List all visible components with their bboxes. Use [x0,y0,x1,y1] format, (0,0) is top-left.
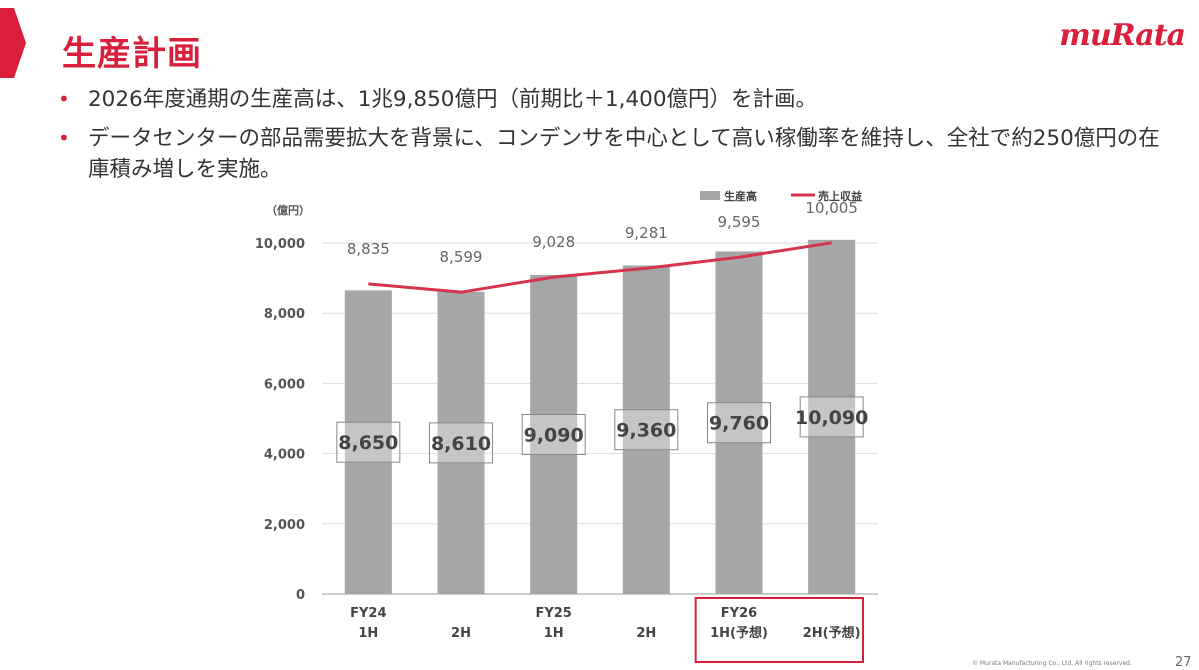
x-tick-label: 1H [544,626,564,641]
line-value-label: 9,028 [532,233,575,251]
bullet-text: 2026年度通期の生産高は、1兆9,850億円（前期比＋1,400億円）を計画。 [88,87,817,112]
bar-value-box [799,396,864,438]
x-tick-label: 2H [636,626,656,641]
line-value-label: 9,281 [625,224,668,242]
bullet-text: データセンターの部品需要拡大を背景に、コンデンサを中心として高い稼働率を維持し、… [88,126,1160,182]
copyright-text: © Murata Manufacturing Co., Ltd. All rig… [972,660,1132,667]
legend-swatch [700,191,720,200]
bullet-dot: • [58,87,70,111]
line-value-label: 9,595 [718,213,761,231]
line-value-label: 10,005 [805,199,858,217]
x-tick-label: 2H [451,626,471,641]
bullet-item: • データセンターの部品需要拡大を背景に、コンデンサを中心として高い稼働率を維持… [58,123,1168,185]
bar-value-label: 9,760 [709,413,769,435]
forecast-highlight-box [694,597,865,663]
bar-value-label: 10,090 [795,407,868,429]
bar [808,239,856,594]
bar-value-box [614,409,679,451]
bar-value-box [521,413,586,455]
bar-value-label: 9,090 [524,424,584,446]
bar [344,290,392,594]
y-tick-label: 10,000 [255,237,305,252]
bar [622,265,670,594]
bar-value-box [429,422,493,464]
bar [530,274,578,594]
y-unit-label: （億円） [266,203,310,217]
bar-value-label: 8,610 [431,433,491,455]
bullet-dot: • [58,126,70,150]
x-tick-label: FY24 [350,606,386,621]
bar [715,251,763,594]
x-tick-label: 2H(予想) [803,625,861,641]
x-tick-label: 1H [358,626,378,641]
page-title: 生産計画 [62,34,202,74]
bar-value-label: 8,650 [338,432,398,454]
bar-value-box [707,402,771,444]
y-tick-label: 0 [296,588,305,603]
y-tick-label: 8,000 [264,307,305,322]
bar [437,291,485,594]
y-tick-label: 2,000 [264,518,305,533]
x-tick-label: FY25 [535,606,571,621]
y-tick-label: 4,000 [264,448,305,463]
bullet-item: • 2026年度通期の生産高は、1兆9,850億円（前期比＋1,400億円）を計… [58,84,1168,115]
y-tick-label: 6,000 [264,377,305,392]
bar-value-box [336,421,401,463]
legend-label: 売上収益 [818,189,862,203]
page-number: 27 [1175,655,1192,670]
bullet-list: • 2026年度通期の生産高は、1兆9,850億円（前期比＋1,400億円）を計… [58,84,1168,193]
line-value-label: 8,835 [347,240,390,258]
corner-accent [0,8,26,78]
legend-label: 生産高 [724,189,757,203]
bar-value-label: 9,360 [616,420,676,442]
revenue-line [368,241,832,294]
murata-logo: muRata [1059,18,1186,53]
line-value-label: 8,599 [440,248,483,266]
x-tick-label: FY26 [721,606,757,621]
x-tick-label: 1H(予想) [710,625,768,641]
